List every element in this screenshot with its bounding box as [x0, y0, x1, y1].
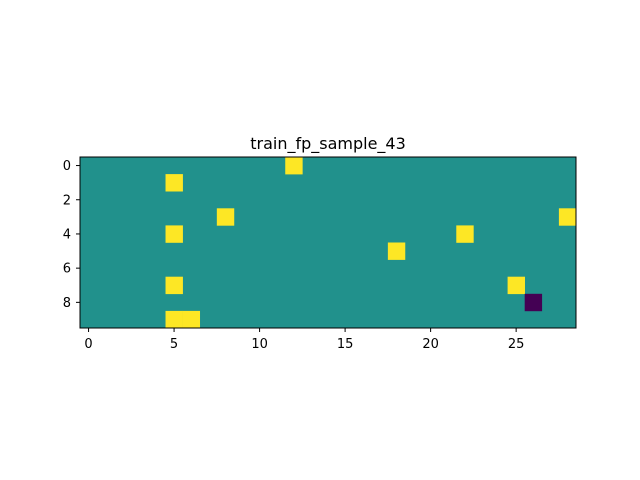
y-tick-label: 2	[63, 193, 71, 208]
heatmap-cell	[165, 225, 183, 243]
y-tick-label: 0	[63, 159, 71, 174]
heatmap-cell	[524, 293, 543, 312]
heatmap-cell	[216, 208, 235, 226]
y-tick-label: 4	[63, 227, 71, 242]
heatmap-cell	[387, 242, 406, 260]
heatmap-cell	[165, 174, 183, 192]
plot-area	[79, 156, 577, 329]
x-tick-label: 5	[170, 337, 178, 352]
heatmap-cell	[558, 208, 577, 226]
heatmap-cell	[165, 276, 183, 295]
heatmap-cell	[182, 310, 201, 329]
heatmap-cell	[456, 225, 474, 243]
y-tick-label: 8	[63, 296, 71, 311]
x-tick-label: 0	[84, 337, 92, 352]
y-tick-label: 6	[63, 262, 71, 277]
heatmap-background	[80, 157, 576, 328]
x-tick-label: 25	[508, 337, 525, 352]
heatmap-cell	[165, 310, 183, 329]
x-tick-label: 20	[422, 337, 439, 352]
y-axis: 0 2 4 6 8	[63, 159, 80, 311]
x-tick-label: 15	[337, 337, 354, 352]
x-axis: 0 5 10 15 20 25	[84, 328, 524, 352]
plot-frame	[79, 156, 577, 329]
heatmap-cell	[285, 157, 303, 175]
heatmap-cell	[507, 276, 525, 295]
chart-title: train_fp_sample_43	[250, 134, 406, 154]
x-tick-label: 10	[251, 337, 268, 352]
